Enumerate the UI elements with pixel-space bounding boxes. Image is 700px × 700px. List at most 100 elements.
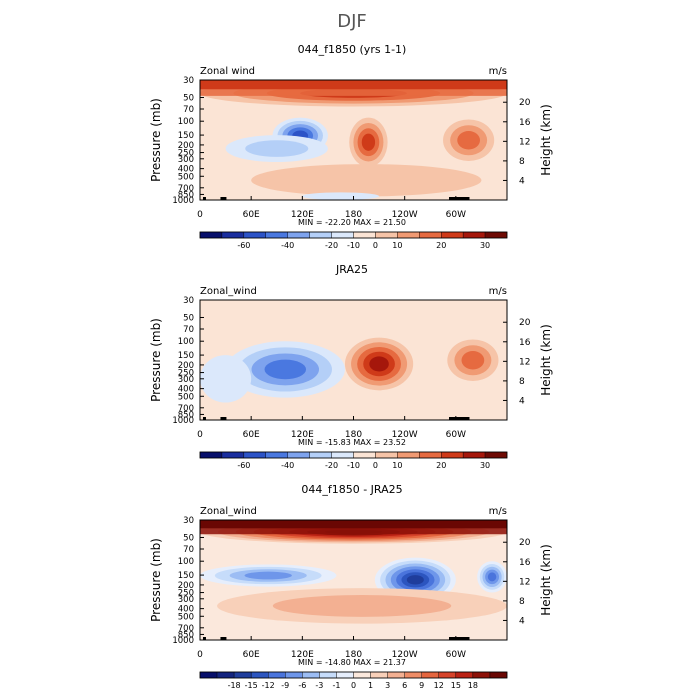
colorbar-swatch [353,451,376,459]
colorbar-swatch [353,671,371,679]
y-tick-label: 700 [178,624,194,634]
contour-band [264,359,307,380]
topography-mask [220,637,227,640]
y-tick-label: 150 [178,351,194,361]
y-tick-label: 50 [183,93,194,103]
colorbar-label: 3 [385,681,390,690]
colorbar-label: -10 [347,241,360,250]
colorbar-swatch [438,671,457,679]
variable-label: Zonal_wind [200,506,257,517]
y-tick-label: 250 [178,149,194,159]
colorbar-label: -18 [228,681,241,690]
colorbar-label: 0 [351,681,356,690]
contour-band [244,571,292,580]
y2-tick-label: 16 [519,338,531,348]
colorbar-label: 0 [373,241,378,250]
colorbar-swatch [216,671,235,679]
contour-field [200,80,507,200]
contour-band [302,192,380,200]
colorbar-swatch [375,451,398,459]
panel-title: JRA25 [335,263,368,276]
y-tick-label: 70 [183,105,194,115]
units-label: m/s [489,66,507,77]
colorbar-swatch [375,231,398,239]
y-tick-label: 150 [178,131,194,141]
colorbar-swatch [462,451,486,459]
colorbar-label: 10 [392,461,402,470]
y-tick-label: 400 [178,165,194,175]
y-tick-label: 850 [178,630,194,640]
contour-band [487,572,497,582]
x-tick-label: 0 [197,430,203,440]
colorbar-swatch [287,451,310,459]
colorbar-swatch [462,231,486,239]
figure-title: DJF [337,11,367,32]
x-tick-label: 60W [446,430,466,440]
colorbar-swatch [455,671,474,679]
y2-tick-label: 20 [519,98,531,108]
colorbar-swatch [287,231,310,239]
colorbar-swatch [353,231,376,239]
y-tick-label: 400 [178,605,194,615]
colorbar-swatch [387,671,405,679]
colorbar-label: -3 [315,681,323,690]
contour-field [200,520,507,640]
y2-axis-title: Height (km) [539,544,553,615]
y2-tick-label: 8 [519,157,525,167]
topography-mask [449,417,470,420]
colorbar-frame [199,231,508,239]
contour-band [272,595,452,617]
panel-jra25: JRA25 Zonal_wind m/s 0 60E 120E 180 120W 60W 30 50… [149,263,553,470]
colorbar-label: -6 [298,681,306,690]
colorbar-swatch [419,231,442,239]
y-tick-label: 1000 [172,416,194,426]
colorbar-label: -15 [245,681,258,690]
y2-tick-label: 12 [519,357,530,367]
topography-mask [202,197,206,200]
topography-mask [220,417,227,420]
y-tick-label: 30 [183,296,194,306]
x-tick-label: 0 [197,210,203,220]
y-tick-label: 200 [178,141,194,151]
x-tick-label: 180 [345,430,362,440]
x-tick-label: 180 [345,650,362,660]
y-tick-label: 850 [178,410,194,420]
colorbar-swatch [268,671,286,679]
colorbar-swatch [441,231,464,239]
colorbar-swatch [265,231,288,239]
topography-mask [449,197,470,200]
x-tick-label: 120E [291,210,314,220]
x-tick-label: 60W [446,210,466,220]
colorbar-label: -20 [325,241,338,250]
y2-axis-title: Height (km) [539,104,553,175]
colorbar-label: 20 [436,461,446,470]
colorbar-label: 6 [402,681,407,690]
colorbar-swatch [397,451,420,459]
y-tick-label: 150 [178,571,194,581]
colorbar-label: 15 [451,681,461,690]
colorbar-label: 1 [368,681,373,690]
colorbar-label: 30 [480,461,490,470]
colorbar-swatch [233,671,252,679]
colorbar-swatch [243,451,266,459]
y2-tick-label: 4 [519,176,525,186]
y-tick-label: 100 [178,557,194,567]
variable-label: Zonal wind [200,66,255,77]
min-max-stats: MIN = -22.20 MAX = 21.50 [298,218,406,227]
y-tick-label: 850 [178,190,194,200]
x-tick-label: 0 [197,650,203,660]
y2-tick-label: 4 [519,616,525,626]
y2-tick-label: 16 [519,558,531,568]
y-axis-title: Pressure (mb) [149,318,163,402]
colorbar-swatch [397,231,420,239]
contour-field [200,300,507,420]
y-tick-label: 500 [178,172,194,182]
contour-band [251,164,482,197]
x-tick-label: 120E [291,430,314,440]
contour-band [200,355,252,403]
x-tick-label: 120W [392,430,418,440]
colorbar-swatch [484,451,508,459]
y-tick-label: 200 [178,361,194,371]
contour-band [361,133,376,151]
